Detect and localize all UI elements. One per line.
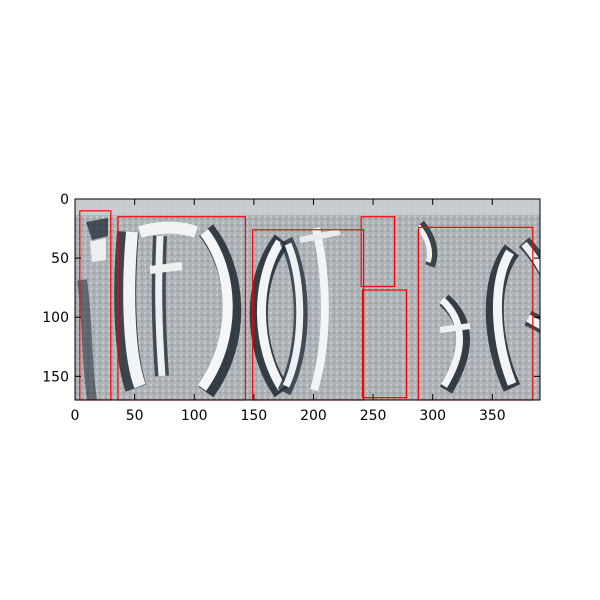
x-tick-label: 250	[360, 408, 387, 424]
inscription-photo	[75, 199, 540, 400]
y-tick-label: 100	[42, 310, 69, 326]
x-tick-label: 350	[479, 408, 506, 424]
y-tick-label: 150	[42, 369, 69, 385]
x-tick-label: 50	[126, 408, 144, 424]
bounding-box-5	[361, 289, 408, 399]
x-tick-label: 150	[240, 408, 267, 424]
x-tick-label: 100	[181, 408, 208, 424]
x-tick-label: 200	[300, 408, 327, 424]
plot-frame	[74, 198, 541, 401]
x-tick-label: 300	[419, 408, 446, 424]
y-tick-label: 0	[60, 192, 69, 208]
x-tick-label: 0	[71, 408, 80, 424]
y-tick-label: 50	[51, 251, 69, 267]
bounding-box-4	[360, 216, 396, 288]
axis-ticks: 0 50 100 150 200 250 300 350 0 50 100 150	[42, 192, 540, 424]
